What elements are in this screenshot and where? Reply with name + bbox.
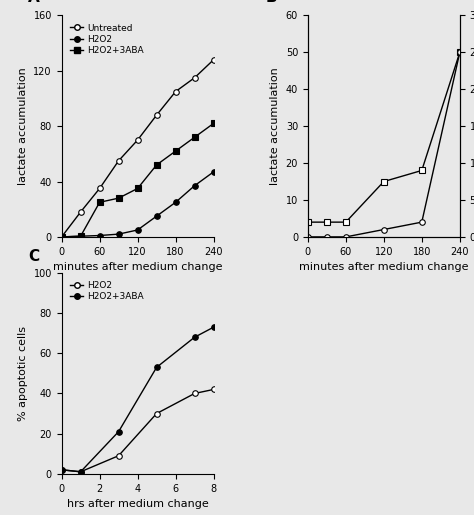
X-axis label: hrs after medium change: hrs after medium change <box>67 499 209 509</box>
Text: B: B <box>265 0 277 5</box>
Y-axis label: lactate accumulation: lactate accumulation <box>18 67 28 185</box>
X-axis label: minutes after medium change: minutes after medium change <box>53 262 222 272</box>
Y-axis label: % apoptotic cells: % apoptotic cells <box>18 326 28 421</box>
Text: C: C <box>28 249 39 264</box>
Legend: H2O2, H2O2+3ABA: H2O2, H2O2+3ABA <box>66 278 147 305</box>
X-axis label: minutes after medium change: minutes after medium change <box>299 262 468 272</box>
Legend: Untreated, H2O2, H2O2+3ABA: Untreated, H2O2, H2O2+3ABA <box>66 20 147 59</box>
Text: A: A <box>28 0 40 5</box>
Y-axis label: lactate accumulation: lactate accumulation <box>270 67 280 185</box>
